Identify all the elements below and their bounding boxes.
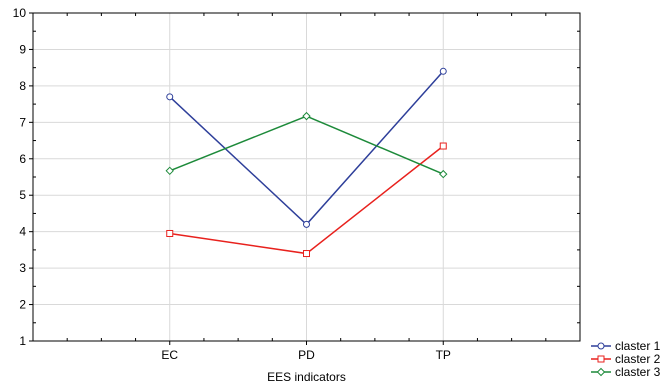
axis-ticks: 1 2 3 4 5 6 7 8 9 10 EC PD TP (13, 6, 580, 362)
legend-item: claster 3 (591, 365, 661, 379)
y-tick-label: 8 (19, 79, 26, 93)
data-point (165, 166, 174, 176)
y-tick-label: 7 (19, 115, 26, 129)
data-point (166, 93, 174, 101)
y-tick-label: 5 (19, 188, 26, 202)
series-group (165, 67, 448, 258)
legend-label: claster 1 (615, 339, 661, 353)
data-point (439, 142, 447, 150)
data-point (439, 67, 447, 75)
data-point (597, 342, 605, 350)
data-point (597, 355, 605, 363)
y-tick-label: 6 (19, 152, 26, 166)
series-claster-3 (165, 111, 448, 179)
legend-label: claster 3 (615, 365, 661, 379)
data-point (166, 229, 174, 237)
x-tick-label: PD (298, 348, 315, 362)
y-tick-label: 2 (19, 298, 26, 312)
y-tick-label: 1 (19, 334, 26, 348)
y-tick-label: 9 (19, 42, 26, 56)
series-claster-1 (166, 67, 447, 228)
x-tick-label: EC (161, 348, 178, 362)
data-point (596, 367, 606, 377)
data-point (439, 169, 448, 179)
grid (33, 13, 580, 341)
series-claster-2 (166, 142, 447, 258)
data-point (302, 111, 311, 121)
y-tick-label: 4 (19, 225, 26, 239)
legend-item: claster 1 (591, 339, 661, 353)
x-axis-title: EES indicators (267, 370, 346, 384)
legend-item: claster 2 (591, 352, 661, 366)
legend-label: claster 2 (615, 352, 661, 366)
data-point (303, 250, 310, 258)
data-point (303, 220, 310, 228)
x-tick-label: TP (436, 348, 451, 362)
y-tick-label: 3 (19, 261, 26, 275)
y-tick-label: 10 (13, 6, 27, 20)
